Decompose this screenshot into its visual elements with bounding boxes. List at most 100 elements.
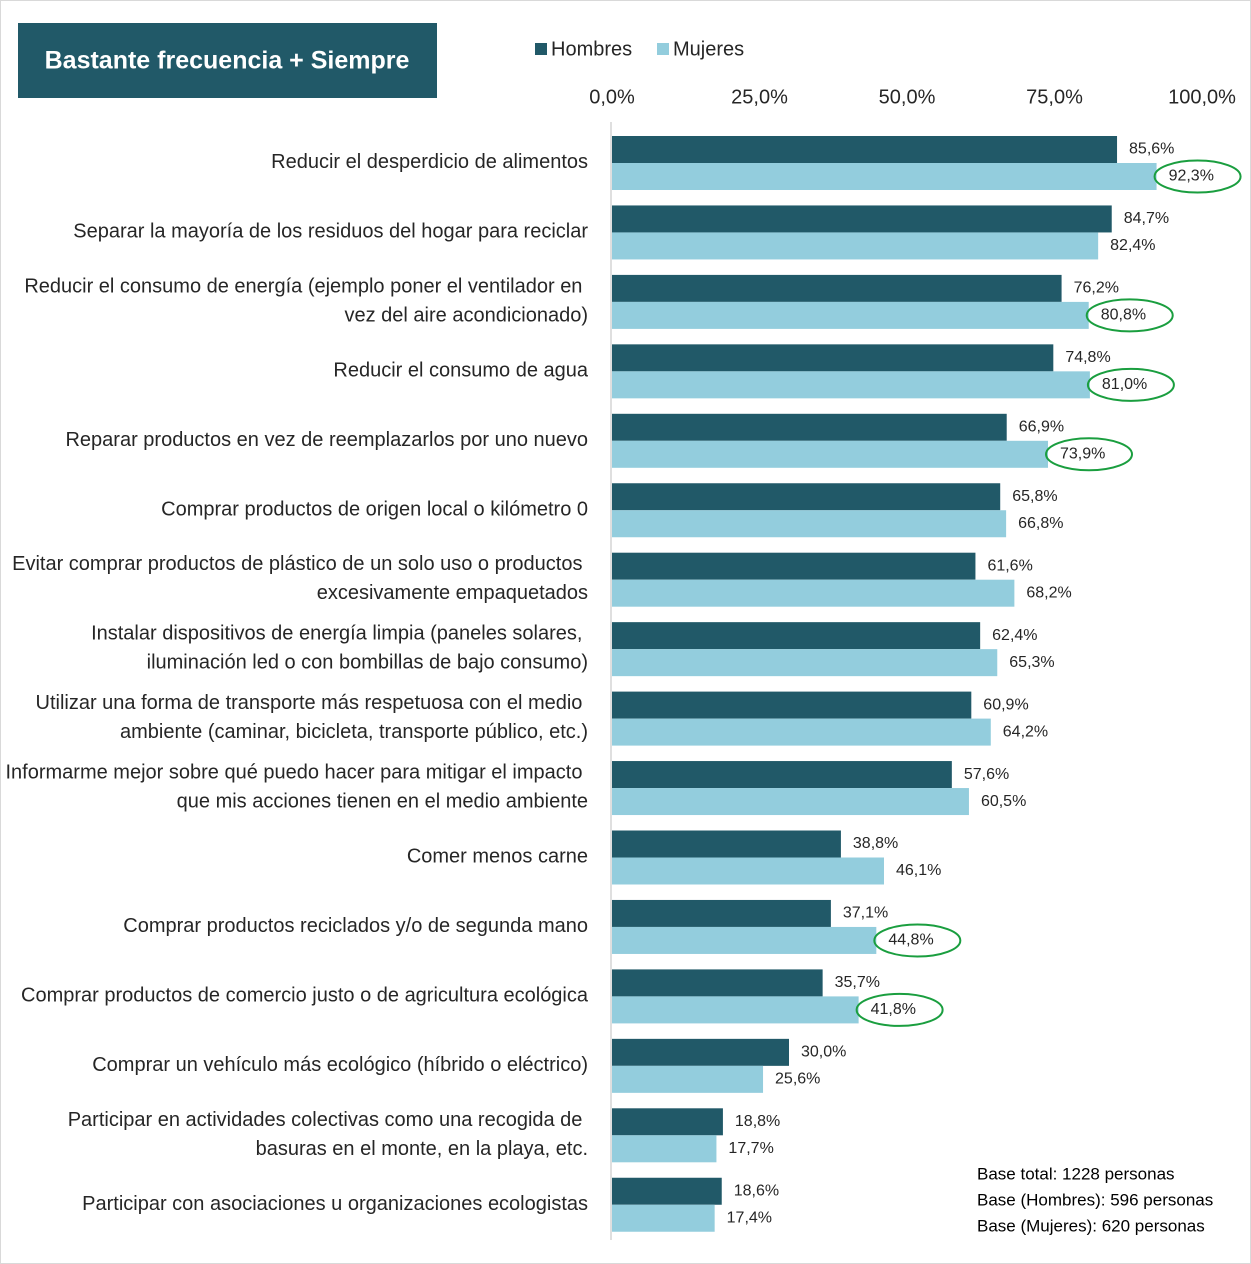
bar xyxy=(612,344,1054,372)
bar xyxy=(612,788,969,816)
bar xyxy=(612,899,831,927)
value-label: 80,8% xyxy=(1101,307,1146,324)
value-label: 65,3% xyxy=(1009,654,1054,671)
value-label: 68,2% xyxy=(1026,584,1071,601)
bar xyxy=(612,1038,789,1066)
bar xyxy=(612,1135,717,1163)
value-label: 81,0% xyxy=(1102,376,1147,393)
x-tick-label: 25,0% xyxy=(731,86,788,108)
bar xyxy=(612,691,972,719)
bar xyxy=(612,996,859,1024)
bar xyxy=(612,1177,722,1205)
legend-label: Mujeres xyxy=(673,38,744,60)
value-label: 25,6% xyxy=(775,1071,820,1088)
highlight-circle xyxy=(1045,437,1134,472)
category-label: Instalar dispositivos de energía limpia … xyxy=(91,623,588,674)
category-label: Participar con asociaciones u organizaci… xyxy=(82,1193,588,1215)
bar xyxy=(612,136,1118,163)
bar xyxy=(612,1065,764,1093)
value-label: 57,6% xyxy=(964,766,1009,783)
category-label: Reducir el consumo de energía (ejemplo p… xyxy=(24,276,588,327)
value-label: 66,9% xyxy=(1019,419,1064,436)
chart-title: Bastante frecuencia + Siempre xyxy=(45,47,410,75)
category-label: Comer menos carne xyxy=(407,846,588,868)
bar xyxy=(612,622,981,650)
highlight-circle xyxy=(855,992,944,1027)
value-label: 38,8% xyxy=(853,835,898,852)
value-label: 18,8% xyxy=(735,1113,780,1130)
value-label: 37,1% xyxy=(843,905,888,922)
bar xyxy=(612,371,1090,399)
bar xyxy=(612,413,1007,441)
bar xyxy=(612,718,991,746)
value-label: 61,6% xyxy=(987,557,1032,574)
bar xyxy=(612,1108,723,1136)
category-label: Reducir el consumo de agua xyxy=(333,360,588,382)
bar xyxy=(612,232,1099,260)
legend-swatch xyxy=(535,43,547,55)
value-label: 84,7% xyxy=(1124,210,1169,227)
category-label: Informarme mejor sobre qué puedo hacer p… xyxy=(6,762,589,813)
bar xyxy=(612,830,841,858)
highlight-circle xyxy=(1085,298,1174,333)
category-label: Participar en actividades colectivas com… xyxy=(68,1109,588,1160)
value-label: 64,2% xyxy=(1003,723,1048,740)
category-label: Utilizar una forma de transporte más res… xyxy=(36,692,589,743)
bar xyxy=(612,926,877,954)
bar xyxy=(612,857,884,885)
value-label: 82,4% xyxy=(1110,237,1155,254)
highlight-circle xyxy=(1153,159,1242,194)
value-label: 66,8% xyxy=(1018,515,1063,532)
bar xyxy=(612,579,1015,607)
value-label: 62,4% xyxy=(992,627,1037,644)
bar xyxy=(612,483,1001,511)
highlight-circle xyxy=(873,923,962,958)
value-label: 17,4% xyxy=(727,1209,772,1226)
value-label: 60,5% xyxy=(981,793,1026,810)
value-label: 85,6% xyxy=(1129,141,1174,158)
bar xyxy=(612,205,1112,233)
value-label: 41,8% xyxy=(871,1001,916,1018)
category-label: Comprar productos de comercio justo o de… xyxy=(21,985,589,1007)
value-label: 35,7% xyxy=(835,974,880,991)
x-tick-label: 100,0% xyxy=(1168,86,1236,108)
note: Base (Mujeres): 620 personas xyxy=(977,1216,1205,1235)
bar xyxy=(612,510,1007,538)
bar xyxy=(612,440,1049,468)
x-tick-label: 75,0% xyxy=(1026,86,1083,108)
category-label: Reparar productos en vez de reemplazarlo… xyxy=(65,429,588,451)
note: Base total: 1228 personas xyxy=(977,1164,1175,1183)
category-label: Evitar comprar productos de plástico de … xyxy=(12,553,588,604)
legend-label: Hombres xyxy=(551,38,632,60)
value-label: 73,9% xyxy=(1060,446,1105,463)
bar xyxy=(612,649,998,677)
bar xyxy=(612,163,1157,190)
value-label: 92,3% xyxy=(1169,168,1214,185)
bar xyxy=(612,1204,715,1232)
value-label: 18,6% xyxy=(734,1182,779,1199)
title-box xyxy=(18,23,437,98)
value-label: 65,8% xyxy=(1012,488,1057,505)
value-label: 76,2% xyxy=(1074,280,1119,297)
note: Base (Hombres): 596 personas xyxy=(977,1190,1213,1209)
value-label: 46,1% xyxy=(896,862,941,879)
category-label: Reducir el desperdicio de alimentos xyxy=(271,151,588,173)
legend-swatch xyxy=(657,43,669,55)
value-label: 44,8% xyxy=(888,932,933,949)
bar xyxy=(612,969,823,997)
category-label: Comprar un vehículo más ecológico (híbri… xyxy=(92,1054,588,1076)
bar xyxy=(612,301,1089,329)
value-label: 60,9% xyxy=(983,696,1028,713)
highlight-circle xyxy=(1086,367,1175,402)
value-label: 30,0% xyxy=(801,1044,846,1061)
category-label: Comprar productos de origen local o kiló… xyxy=(161,499,588,521)
value-label: 74,8% xyxy=(1065,349,1110,366)
value-label: 17,7% xyxy=(728,1140,773,1157)
category-label: Comprar productos reciclados y/o de segu… xyxy=(123,915,588,937)
category-label: Separar la mayoría de los residuos del h… xyxy=(73,221,588,243)
bar xyxy=(612,552,976,580)
bar xyxy=(612,761,952,789)
x-tick-label: 50,0% xyxy=(879,86,936,108)
bar xyxy=(612,274,1062,302)
